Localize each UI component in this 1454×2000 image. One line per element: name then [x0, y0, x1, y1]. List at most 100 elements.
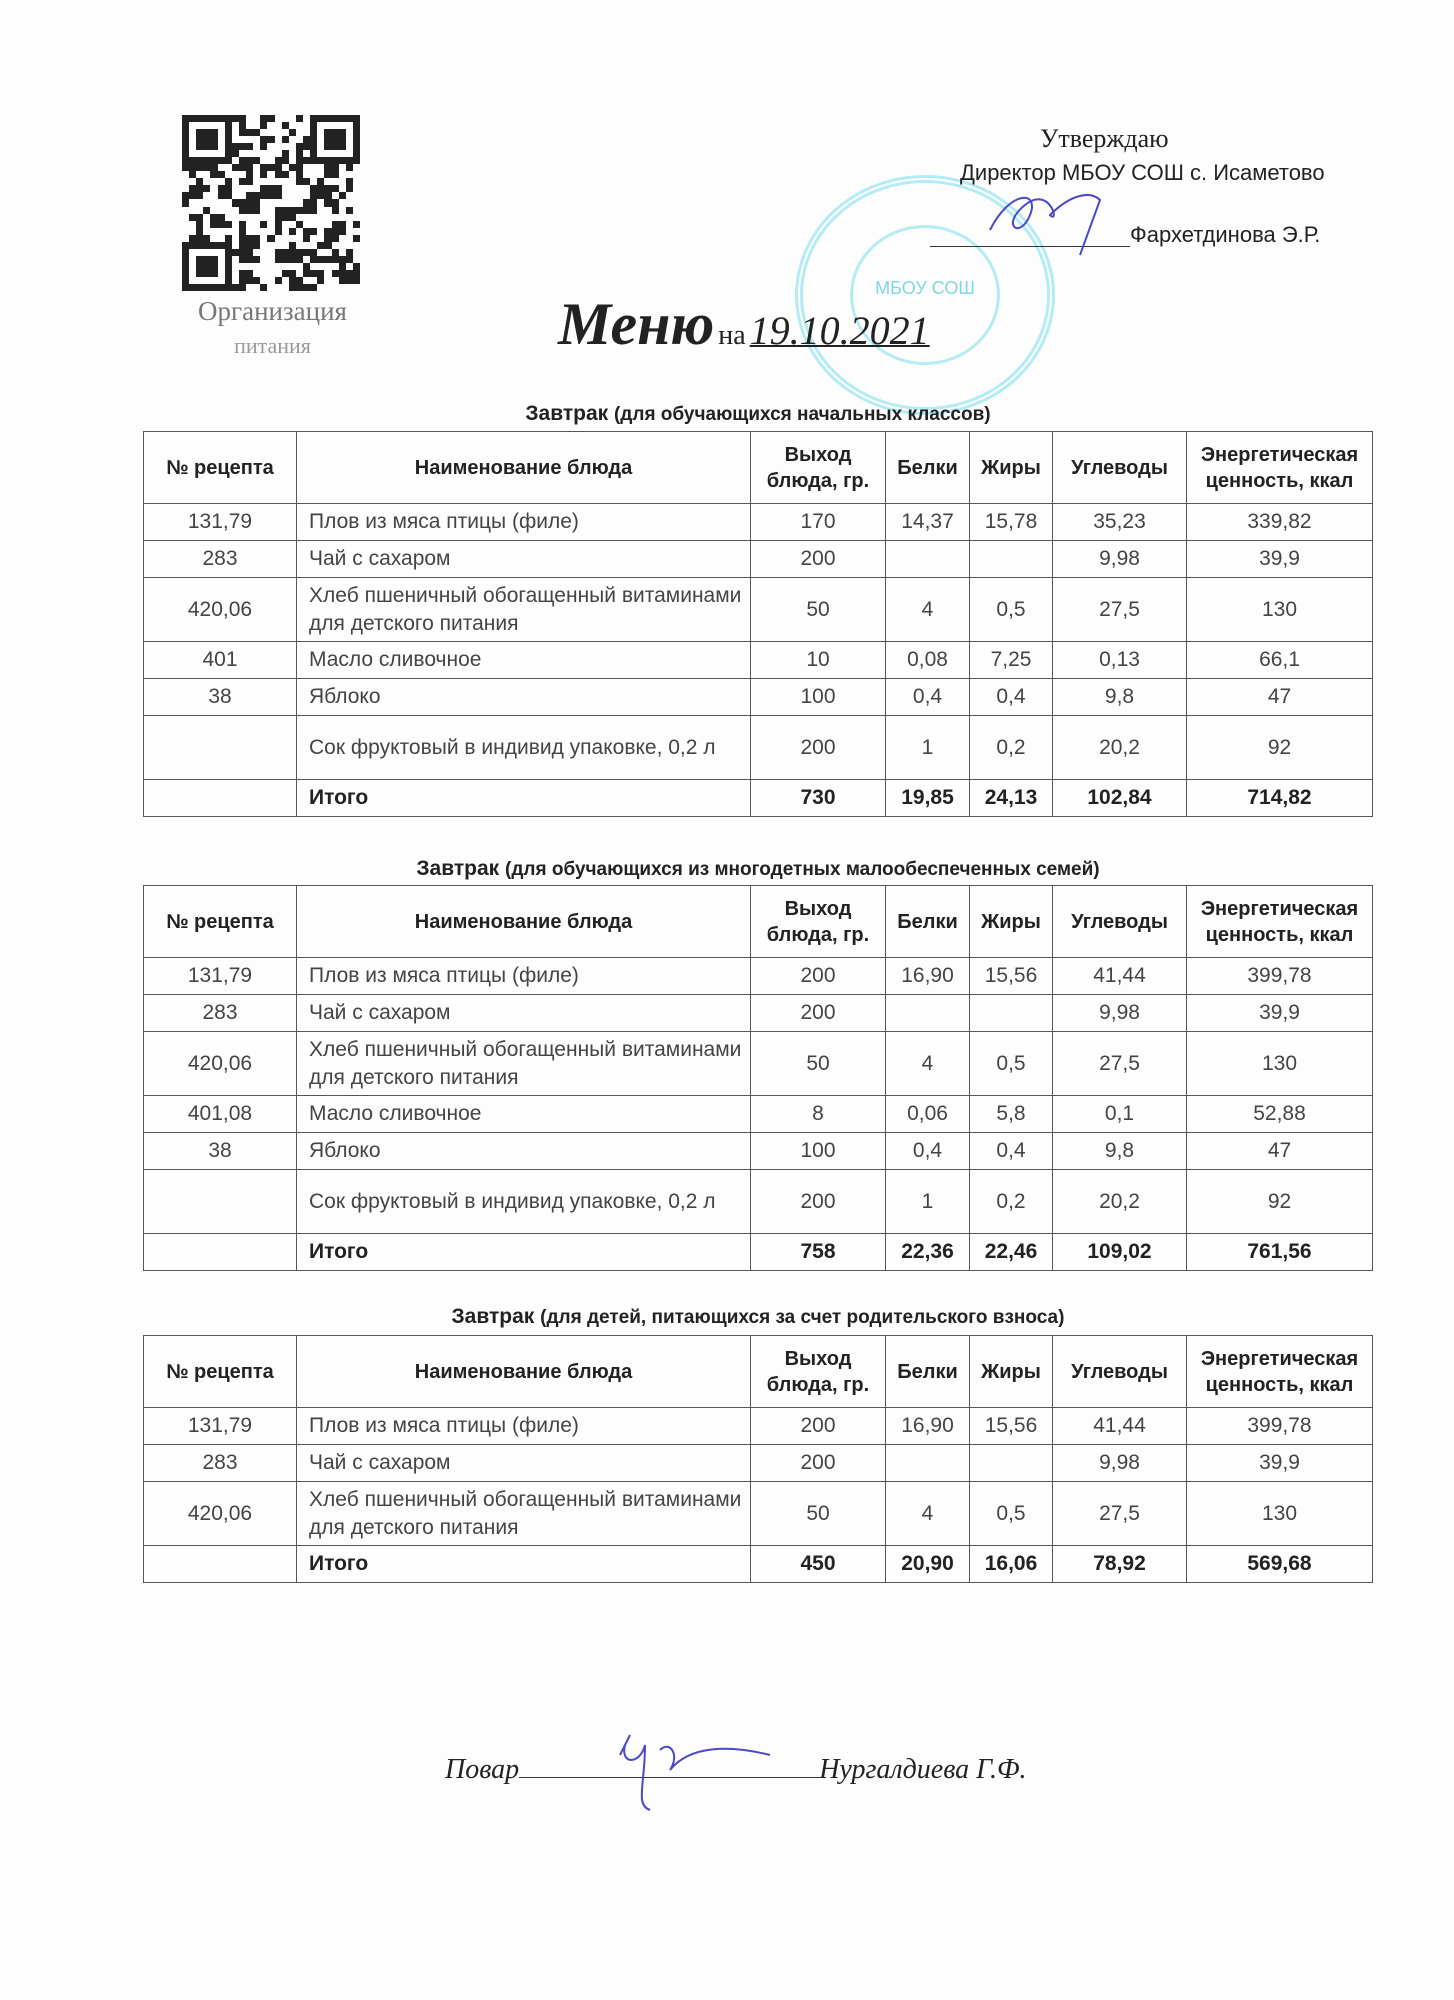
table-row: 38 Яблоко 100 0,4 0,4 9,8 47	[143, 1132, 1373, 1170]
table-cell: 130	[1186, 577, 1373, 642]
table-cell: 19,85	[885, 779, 970, 817]
table-cell: 16,90	[885, 957, 970, 995]
table-cell: 399,78	[1186, 1407, 1373, 1445]
table-cell: Итого	[296, 1545, 751, 1583]
table-cell: 0,4	[969, 678, 1053, 716]
org-label: Организация	[198, 296, 347, 326]
menu-table: № рецепта Наименование блюда Выход блюда, …	[143, 431, 1373, 817]
table-cell: Чай с сахаром	[296, 994, 751, 1032]
table-cell: 35,23	[1052, 503, 1187, 541]
table-cell: 1	[885, 715, 970, 780]
table-row: 283 Чай с сахаром 200 9,98 39,9	[143, 540, 1373, 578]
table-caption: Завтрак (для детей, питающихся за счет р…	[143, 1305, 1373, 1329]
cook-signature	[619, 1734, 771, 1811]
table-cell: 24,13	[969, 779, 1053, 817]
cook-label: Повар	[445, 1754, 520, 1785]
table-row: 131,79 Плов из мяса птицы (филе) 200 16,90 1…	[143, 1407, 1373, 1445]
table-cell	[143, 715, 297, 780]
table-cell: 170	[750, 503, 886, 541]
table-cell: 100	[750, 1132, 886, 1170]
cook-signature-block: Повар Нургалдиева Г.Ф.	[445, 1752, 1027, 1786]
table-row: 401,08 Масло сливочное 8 0,06 5,8 0,1 52,88	[143, 1095, 1373, 1133]
table-cell: 4	[885, 1481, 970, 1546]
table-cell: 41,44	[1052, 1407, 1187, 1445]
table-cell	[969, 994, 1053, 1032]
table-cell: 47	[1186, 1132, 1373, 1170]
menu-table: № рецепта Наименование блюда Выход блюда, …	[143, 885, 1373, 1271]
caption-title: Завтрак	[451, 1305, 535, 1328]
column-header: № рецепта	[143, 431, 297, 504]
table-cell: 0,13	[1052, 641, 1187, 679]
table-cell: Сок фруктовый в индивид упаковке, 0,2 л	[296, 715, 751, 780]
table-cell: 131,79	[143, 1407, 297, 1445]
table-row: 131,79 Плов из мяса птицы (филе) 170 14,37 1…	[143, 503, 1373, 541]
table-cell: Масло сливочное	[296, 641, 751, 679]
table-cell: 39,9	[1186, 1444, 1373, 1482]
table-cell: Яблоко	[296, 678, 751, 716]
table-cell: 0,1	[1052, 1095, 1187, 1133]
column-header: Углеводы	[1052, 1335, 1187, 1408]
table-cell: Сок фруктовый в индивид упаковке, 0,2 л	[296, 1169, 751, 1234]
signature-line	[930, 246, 1130, 247]
table-cell: 4	[885, 1031, 970, 1096]
table-cell: Итого	[296, 1233, 751, 1271]
table-row: Сок фруктовый в индивид упаковке, 0,2 л 2…	[143, 1169, 1373, 1234]
column-header: № рецепта	[143, 885, 297, 958]
table-cell: 92	[1186, 1169, 1373, 1234]
table-cell: Плов из мяса птицы (филе)	[296, 503, 751, 541]
column-header: Углеводы	[1052, 885, 1187, 958]
signature-line	[519, 1752, 820, 1778]
table-cell: 9,98	[1052, 540, 1187, 578]
table-cell: 50	[750, 577, 886, 642]
table-cell: 100	[750, 678, 886, 716]
table-cell: 47	[1186, 678, 1373, 716]
column-header: Белки	[885, 1335, 970, 1408]
table-cell: 20,2	[1052, 715, 1187, 780]
table-cell: 1	[885, 1169, 970, 1234]
table-cell: 22,36	[885, 1233, 970, 1271]
caption-title: Завтрак	[525, 402, 609, 425]
column-header: Белки	[885, 885, 970, 958]
table-cell: 0,08	[885, 641, 970, 679]
qr-code	[182, 115, 360, 291]
table-cell: 420,06	[143, 1481, 297, 1546]
table-cell: 569,68	[1186, 1545, 1373, 1583]
table-cell: 20,90	[885, 1545, 970, 1583]
table-row: 420,06 Хлеб пшеничный обогащенный витамин…	[143, 1031, 1373, 1096]
table-cell: 200	[750, 957, 886, 995]
table-cell: 200	[750, 715, 886, 780]
table-cell: 4	[885, 577, 970, 642]
page-title: Меню на 19.10.2021	[558, 290, 930, 359]
table-cell: 14,37	[885, 503, 970, 541]
table-cell: 420,06	[143, 577, 297, 642]
table-cell: 130	[1186, 1031, 1373, 1096]
table-cell: 20,2	[1052, 1169, 1187, 1234]
table-cell: 16,90	[885, 1407, 970, 1445]
column-header: Энергетическая ценность, ккал	[1186, 885, 1373, 958]
table-cell: Масло сливочное	[296, 1095, 751, 1133]
caption-subtitle: (для обучающихся начальных классов)	[613, 404, 991, 425]
table-cell: 15,56	[969, 957, 1053, 995]
director-title: Директор МБОУ СОШ с. Исаметово	[960, 160, 1325, 185]
table-cell: 7,25	[969, 641, 1053, 679]
caption-title: Завтрак	[416, 857, 500, 880]
table-cell: 15,56	[969, 1407, 1053, 1445]
cook-name: Нургалдиева Г.Ф.	[819, 1754, 1027, 1785]
table-cell: 27,5	[1052, 1031, 1187, 1096]
table-cell: 27,5	[1052, 1481, 1187, 1546]
table-cell: 41,44	[1052, 957, 1187, 995]
column-header: № рецепта	[143, 1335, 297, 1408]
table-cell: 131,79	[143, 503, 297, 541]
table-cell: 92	[1186, 715, 1373, 780]
approve-label: Утверждаю	[1040, 124, 1169, 153]
table-cell: Чай с сахаром	[296, 540, 751, 578]
table-cell: 200	[750, 994, 886, 1032]
column-header: Наименование блюда	[296, 1335, 751, 1408]
table-cell: 27,5	[1052, 577, 1187, 642]
column-header: Выход блюда, гр.	[750, 1335, 886, 1408]
table-cell	[143, 1545, 297, 1583]
table-cell	[969, 540, 1053, 578]
table-cell: 450	[750, 1545, 886, 1583]
table-row: 283 Чай с сахаром 200 9,98 39,9	[143, 994, 1373, 1032]
